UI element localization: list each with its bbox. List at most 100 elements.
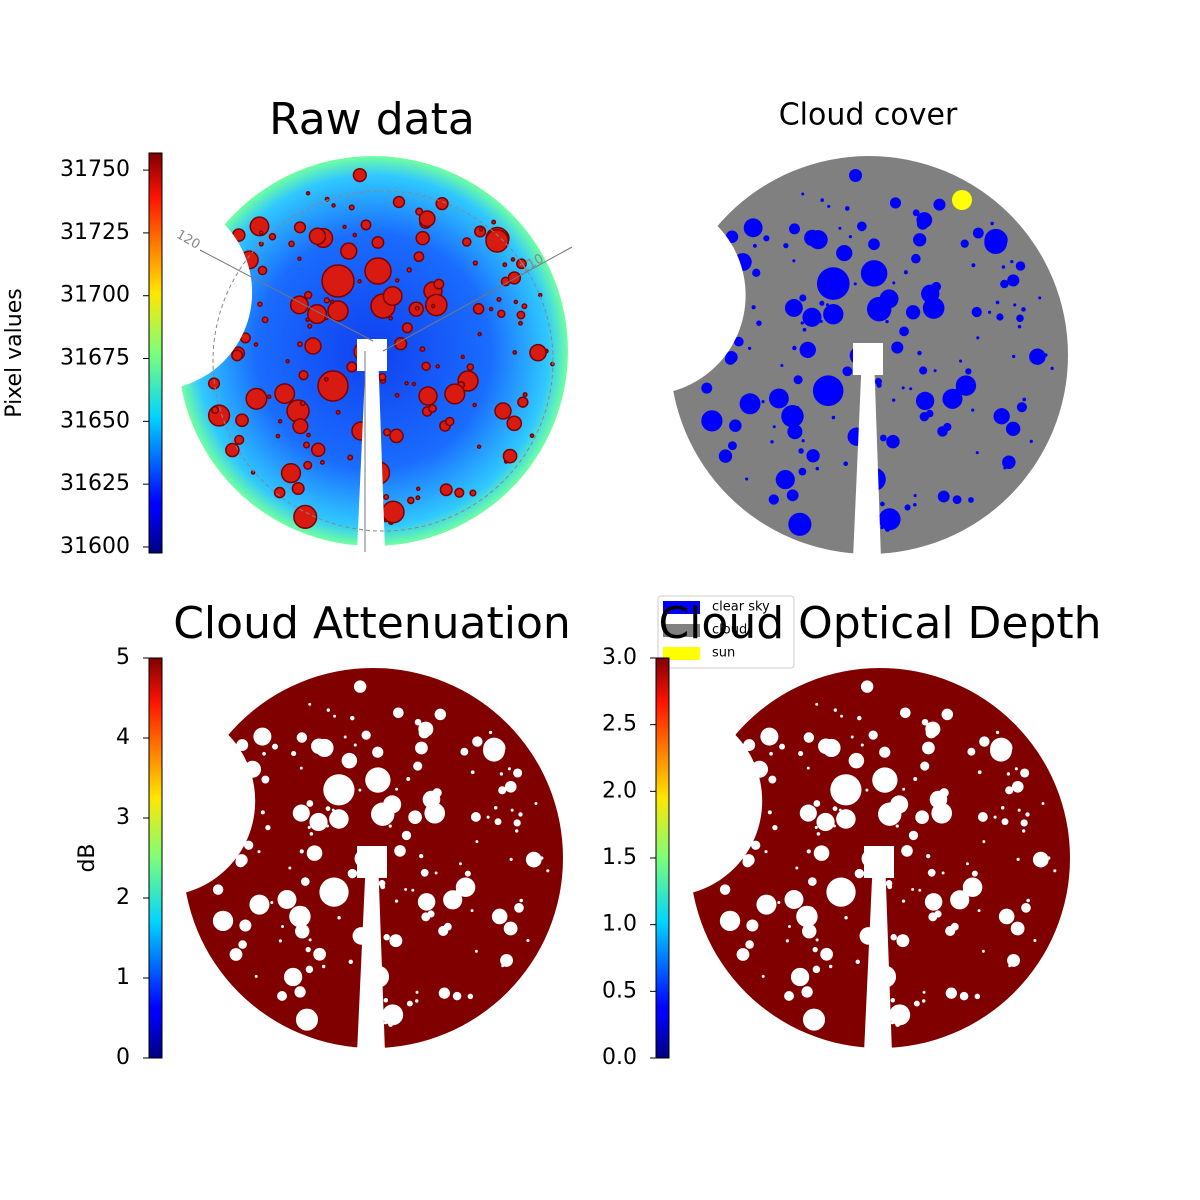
image-spot [430, 812, 434, 816]
panel-title: Raw data [269, 94, 475, 145]
image-spot [830, 774, 862, 806]
image-spot [861, 496, 869, 503]
image-spot [358, 788, 362, 792]
image-spot [833, 708, 838, 712]
image-spot [460, 354, 466, 360]
image-spot [342, 224, 347, 230]
image-spot [1005, 421, 1021, 437]
image-spot [311, 738, 327, 755]
image-spot [704, 411, 712, 419]
image-spot [808, 877, 817, 886]
image-spot [261, 316, 269, 324]
image-spot [236, 751, 240, 755]
image-spot [308, 227, 327, 246]
image-spot [792, 259, 796, 263]
image-spot [751, 305, 756, 310]
image-spot [751, 840, 761, 850]
image-spot [842, 366, 853, 377]
image-spot [234, 434, 245, 445]
image-spot [1025, 812, 1030, 817]
image-spot [1000, 806, 1005, 810]
image-spot [483, 739, 505, 762]
colorbar-label: dB [75, 843, 100, 872]
image-spot [354, 849, 373, 868]
image-spot [321, 264, 355, 298]
image-spot [319, 459, 325, 465]
image-spot [848, 752, 865, 769]
image-spot [960, 239, 969, 248]
image-spot [913, 777, 918, 781]
image-spot [238, 798, 242, 802]
image-spot [865, 788, 869, 792]
image-spot [361, 730, 371, 740]
image-spot [352, 232, 358, 238]
image-spot [507, 271, 522, 285]
image-spot [911, 253, 921, 264]
image-spot [792, 345, 797, 351]
image-spot [982, 840, 986, 844]
image-spot [360, 219, 372, 231]
image-spot [800, 321, 804, 325]
image-spot [868, 730, 878, 740]
image-spot [305, 965, 314, 974]
image-spot [321, 964, 326, 969]
polar-grid [212, 190, 554, 532]
image-spot [367, 965, 390, 988]
image-spot [418, 721, 434, 737]
image-spot [274, 383, 296, 405]
image-spot [493, 806, 498, 810]
colorbar-tick-label: 3 [116, 805, 130, 830]
image-spot [458, 862, 462, 866]
image-spot [413, 761, 423, 771]
image-spot [763, 235, 770, 242]
image-spot [323, 376, 329, 382]
image-spot [361, 1015, 378, 1031]
image-spot [795, 406, 800, 411]
image-spot [889, 197, 902, 209]
image-spot [916, 212, 933, 228]
image-spot [433, 278, 445, 290]
image-spot [323, 297, 331, 304]
image-spot [434, 871, 438, 875]
image-spot [820, 198, 825, 202]
image-spot [296, 341, 303, 348]
image-spot [432, 788, 442, 798]
image-spot [341, 752, 358, 769]
image-spot [411, 888, 415, 892]
image-spot [478, 226, 484, 232]
image-spot [729, 419, 742, 432]
image-spot [717, 310, 727, 319]
image-spot [475, 840, 479, 844]
image-spot [750, 760, 769, 778]
image-spot [303, 460, 313, 470]
image-spot [310, 442, 326, 458]
image-spot [872, 767, 898, 793]
image-spot [365, 767, 391, 793]
image-spot [1013, 303, 1017, 307]
image-spot [974, 993, 981, 1000]
image-spot [921, 718, 929, 726]
image-spot [502, 448, 518, 464]
image-spot [346, 361, 358, 373]
image-spot [971, 263, 976, 268]
image-spot [376, 345, 382, 351]
image-spot [522, 392, 528, 398]
colorbar [655, 657, 670, 1059]
image-spot [504, 780, 517, 793]
image-spot [235, 329, 243, 337]
image-spot [294, 986, 306, 998]
image-spot [742, 857, 753, 868]
image-spot [265, 824, 271, 831]
image-spot [394, 337, 408, 351]
image-spot [249, 894, 270, 915]
image-spot [304, 337, 322, 355]
image-spot [746, 919, 759, 932]
image-spot [262, 751, 266, 756]
image-spot [307, 303, 328, 325]
image-spot [277, 419, 283, 424]
image-spot [939, 788, 949, 798]
image-spot [452, 991, 462, 1001]
image-spot [513, 299, 519, 305]
sky-image [178, 156, 568, 546]
colorbar-tick-label: 31675 [60, 346, 130, 371]
